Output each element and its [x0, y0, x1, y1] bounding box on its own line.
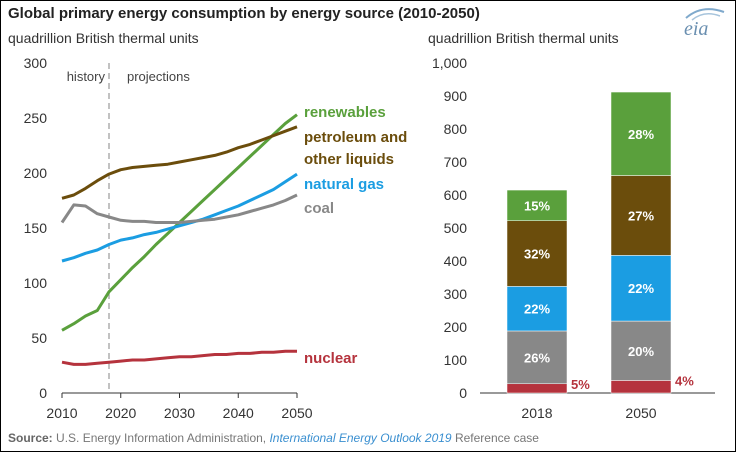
bar-percent-label: 22% [628, 281, 654, 296]
source-note: Source: U.S. Energy Information Administ… [8, 431, 539, 445]
bar-percent-label: 4% [675, 373, 694, 388]
right-y-tick-label: 1,000 [432, 55, 467, 71]
series-label-petroleum-and-other-liquids: petroleum and [304, 129, 407, 146]
bar-segment-renewables [506, 189, 568, 221]
source-prefix: Source: [8, 431, 53, 445]
right-y-tick-label: 200 [444, 319, 468, 335]
bar-segment-nuclear [610, 380, 672, 394]
series-label-coal: coal [304, 200, 334, 217]
left-x-tick-label: 2030 [164, 405, 195, 421]
left-y-tick-label: 200 [24, 165, 48, 181]
bar-segment-petroleum-and-other-liquids [610, 175, 672, 256]
series-label-natural-gas: natural gas [304, 176, 384, 193]
series-line-natural-gas [61, 172, 298, 263]
left-y-tick-label: 300 [24, 55, 48, 71]
right-y-tick-label: 700 [444, 154, 468, 170]
bar-percent-label: 15% [524, 198, 550, 213]
right-axis-unit: quadrillion British thermal units [428, 30, 619, 46]
source-text-2: Reference case [454, 431, 539, 445]
projections-label: projections [127, 69, 190, 84]
eia-logo-text: eia [684, 18, 709, 40]
right-y-tick-label: 800 [444, 121, 468, 137]
bar-segment-renewables [610, 91, 672, 176]
right-y-tick-label: 100 [444, 352, 468, 368]
left-x-tick-label: 2040 [223, 405, 254, 421]
left-x-tick-label: 2010 [46, 405, 77, 421]
series-line-petroleum-and-other-liquids [61, 125, 298, 200]
right-y-tick-label: 900 [444, 88, 468, 104]
bar-segment-coal [610, 320, 672, 381]
source-report-title: International Energy Outlook 2019 [269, 431, 452, 445]
left-x-tick-label: 2020 [105, 405, 136, 421]
left-axis-unit: quadrillion British thermal units [8, 30, 199, 46]
right-y-tick-label: 600 [444, 187, 468, 203]
left-y-tick-label: 100 [24, 275, 48, 291]
bar-segment-natural-gas [506, 286, 568, 332]
right-x-tick-label: 2018 [521, 405, 552, 421]
right-y-tick-label: 500 [444, 220, 468, 236]
bar-percent-label: 28% [628, 127, 654, 142]
bar-percent-label: 22% [524, 302, 550, 317]
bar-percent-label: 20% [628, 344, 654, 359]
series-label-renewables: renewables [304, 104, 386, 121]
right-y-tick-label: 0 [459, 385, 467, 401]
eia-logo-icon [685, 8, 725, 21]
right-y-tick-label: 300 [444, 286, 468, 302]
eia-logo: eia [672, 4, 732, 42]
bar-segment-natural-gas [610, 255, 672, 322]
left-y-tick-label: 250 [24, 110, 48, 126]
bar-percent-label: 5% [571, 377, 590, 392]
bar-percent-label: 32% [524, 247, 550, 262]
source-text-1: U.S. Energy Information Administration, [56, 431, 267, 445]
right-x-tick-label: 2050 [625, 405, 656, 421]
series-label-petroleum-and-other-liquids: other liquids [304, 151, 394, 168]
history-label: history [67, 69, 106, 84]
bar-segment-petroleum-and-other-liquids [506, 220, 568, 287]
chart-title: Global primary energy consumption by ene… [8, 5, 480, 22]
series-line-nuclear [61, 349, 297, 366]
left-y-tick-label: 0 [39, 385, 47, 401]
bar-percent-label: 26% [524, 350, 550, 365]
bar-percent-label: 27% [628, 208, 654, 223]
series-line-coal [60, 193, 298, 224]
left-y-tick-label: 50 [31, 330, 47, 346]
bar-segment-nuclear [506, 383, 568, 394]
series-label-nuclear: nuclear [304, 350, 358, 367]
left-x-tick-label: 2050 [281, 405, 312, 421]
left-y-tick-label: 150 [24, 220, 48, 236]
right-y-tick-label: 400 [444, 253, 468, 269]
